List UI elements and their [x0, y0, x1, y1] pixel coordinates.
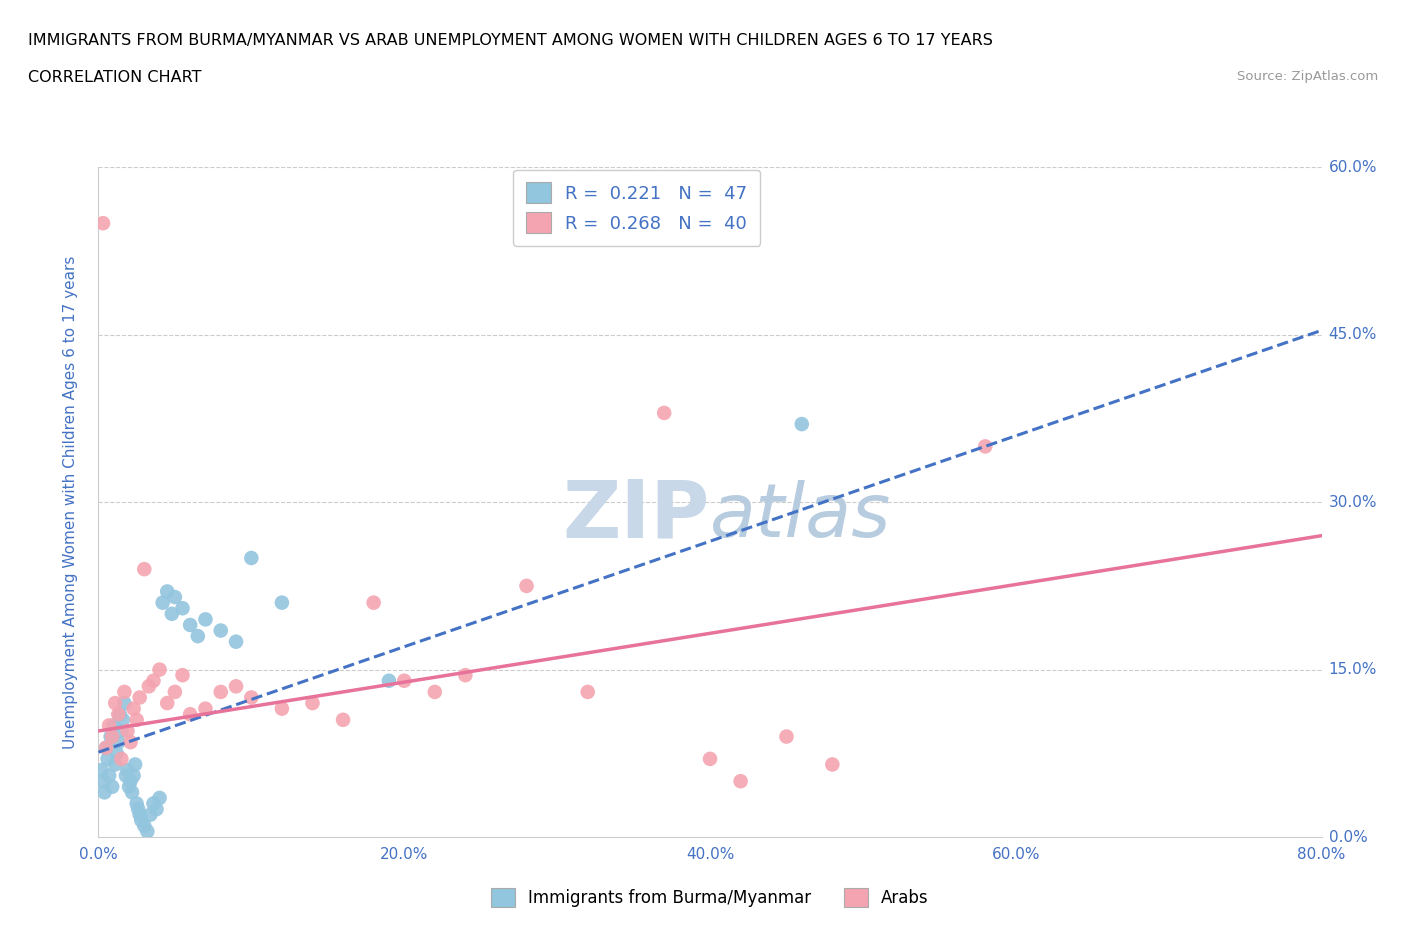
Point: [139, 807, 162, 822]
Point: [125, 796, 148, 811]
Legend: Immigrants from Burma/Myanmar, Arabs: Immigrants from Burma/Myanmar, Arabs: [484, 880, 936, 916]
Point: [821, 757, 844, 772]
Point: [136, 824, 159, 839]
Point: [775, 729, 797, 744]
Point: [111, 712, 134, 727]
Point: [91, 774, 114, 789]
Point: [790, 417, 813, 432]
Point: [103, 718, 125, 733]
Point: [127, 802, 149, 817]
Point: [120, 774, 142, 789]
Point: [98, 718, 121, 733]
Point: [112, 696, 135, 711]
Point: [699, 751, 721, 766]
Point: [101, 729, 124, 744]
Point: [128, 690, 150, 705]
Point: [121, 785, 143, 800]
Point: [97, 751, 120, 766]
Point: [108, 707, 131, 722]
Point: [90, 763, 112, 777]
Point: [110, 724, 132, 738]
Point: [142, 673, 165, 688]
Point: [125, 712, 148, 727]
Point: [194, 612, 217, 627]
Point: [172, 601, 194, 616]
Point: [138, 679, 160, 694]
Point: [974, 439, 997, 454]
Point: [163, 590, 186, 604]
Point: [454, 668, 477, 683]
Point: [107, 707, 129, 722]
Text: Source: ZipAtlas.com: Source: ZipAtlas.com: [1237, 70, 1378, 83]
Text: 60.0%: 60.0%: [1329, 160, 1376, 175]
Text: atlas: atlas: [710, 480, 891, 551]
Point: [652, 405, 675, 420]
Point: [172, 668, 194, 683]
Point: [117, 724, 139, 738]
Point: [194, 701, 217, 716]
Point: [93, 785, 115, 800]
Point: [94, 740, 117, 755]
Point: [118, 779, 141, 794]
Point: [392, 673, 416, 688]
Point: [115, 768, 138, 783]
Point: [124, 757, 146, 772]
Point: [179, 618, 201, 632]
Point: [112, 684, 135, 699]
Point: [240, 551, 263, 565]
Point: [576, 684, 599, 699]
Text: CORRELATION CHART: CORRELATION CHART: [28, 70, 201, 85]
Point: [120, 735, 142, 750]
Point: [156, 584, 179, 599]
Point: [730, 774, 752, 789]
Point: [363, 595, 385, 610]
Point: [240, 690, 263, 705]
Point: [145, 802, 167, 817]
Point: [225, 634, 247, 649]
Point: [122, 768, 145, 783]
Point: [129, 813, 152, 828]
Point: [134, 818, 156, 833]
Point: [225, 679, 247, 694]
Point: [110, 751, 132, 766]
Point: [179, 707, 201, 722]
Point: [149, 790, 172, 805]
Point: [516, 578, 538, 593]
Point: [423, 684, 446, 699]
Point: [91, 216, 114, 231]
Point: [101, 779, 124, 794]
Text: IMMIGRANTS FROM BURMA/MYANMAR VS ARAB UNEMPLOYMENT AMONG WOMEN WITH CHILDREN AGE: IMMIGRANTS FROM BURMA/MYANMAR VS ARAB UN…: [28, 33, 993, 47]
Text: 45.0%: 45.0%: [1329, 327, 1376, 342]
Point: [378, 673, 401, 688]
Point: [301, 696, 323, 711]
Point: [270, 701, 292, 716]
Point: [332, 712, 354, 727]
Point: [187, 629, 209, 644]
Point: [163, 684, 186, 699]
Point: [160, 606, 183, 621]
Text: 15.0%: 15.0%: [1329, 662, 1376, 677]
Point: [128, 807, 150, 822]
Point: [104, 757, 127, 772]
Point: [209, 684, 232, 699]
Point: [270, 595, 292, 610]
Point: [107, 735, 129, 750]
Point: [105, 746, 128, 761]
Point: [98, 768, 121, 783]
Point: [209, 623, 232, 638]
Point: [156, 696, 179, 711]
Text: ZIP: ZIP: [562, 476, 710, 554]
Point: [104, 696, 127, 711]
Y-axis label: Unemployment Among Women with Children Ages 6 to 17 years: Unemployment Among Women with Children A…: [63, 256, 77, 749]
Point: [94, 740, 117, 755]
Text: 0.0%: 0.0%: [1329, 830, 1368, 844]
Point: [142, 796, 165, 811]
Point: [122, 701, 145, 716]
Point: [100, 729, 122, 744]
Point: [117, 763, 139, 777]
Point: [152, 595, 174, 610]
Text: 30.0%: 30.0%: [1329, 495, 1376, 510]
Point: [134, 562, 156, 577]
Point: [149, 662, 172, 677]
